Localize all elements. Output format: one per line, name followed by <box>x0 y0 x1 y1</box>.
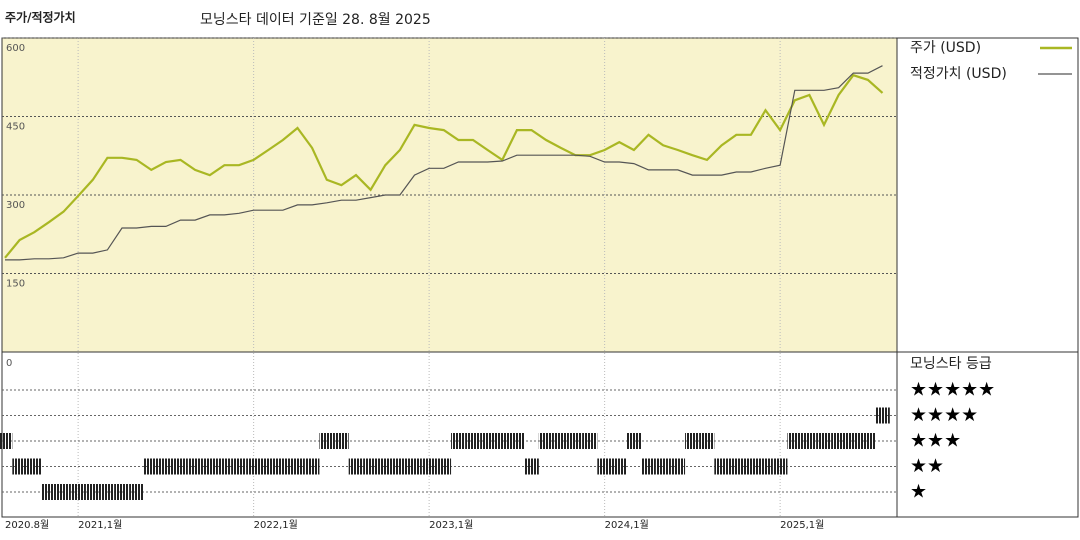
rating-bar <box>758 458 773 475</box>
rating-bar <box>699 433 715 449</box>
rating-bar <box>451 433 466 449</box>
rating-bar <box>743 458 759 475</box>
rating-bar <box>187 458 203 475</box>
x-tick-label: 2022,1월 <box>254 519 298 531</box>
rating-bar <box>816 433 832 449</box>
rating-label: ★ <box>910 481 927 503</box>
rating-bar <box>158 458 174 475</box>
rating-bar <box>509 433 525 449</box>
rating-bar <box>436 458 452 475</box>
rating-bar <box>845 433 861 449</box>
rating-label: ★★★ <box>910 430 961 452</box>
y-tick-label: 450 <box>6 122 25 133</box>
rating-bar <box>626 433 642 449</box>
plot: 2020.8월 2021,1월 2022,1월 2023,1월 2024,1월 2025,… <box>0 37 1072 531</box>
rating-bar <box>231 458 247 475</box>
y-tick-label: 300 <box>6 200 25 211</box>
rating-label: ★★★★ <box>910 404 978 426</box>
chart-title: 주가/적정가치 <box>5 10 76 25</box>
rating-bar <box>582 433 598 449</box>
rating-axis-label: 0 <box>6 358 12 369</box>
rating-bar <box>217 458 232 475</box>
rating-bar <box>56 484 71 500</box>
legend-label: 주가 (USD) <box>910 40 981 56</box>
rating-bar <box>655 458 671 475</box>
rating-bar <box>290 458 305 475</box>
series-line <box>4 73 884 259</box>
rating-bar <box>173 458 188 475</box>
rating-bar <box>348 458 364 475</box>
rating-bar <box>275 458 291 475</box>
rating-bar <box>524 458 539 475</box>
rating-bar <box>875 407 890 424</box>
x-tick-label: 2025,1월 <box>780 519 824 531</box>
x-tick-label: 2024,1월 <box>605 519 649 531</box>
rating-bar <box>246 458 261 475</box>
rating-bar <box>377 458 393 475</box>
rating-bar <box>26 458 42 475</box>
rating-bar <box>641 458 656 475</box>
x-tick-label: 2021,1월 <box>78 519 122 531</box>
rating-bar <box>85 484 101 500</box>
rating-bar <box>494 433 510 449</box>
rating-bar <box>100 484 115 500</box>
rating-bar <box>860 433 876 449</box>
y-tick-label: 600 <box>6 43 25 54</box>
rating-label: ★★★★★ <box>910 379 995 401</box>
rating-bar <box>421 458 437 475</box>
rating-bar <box>597 458 612 475</box>
rating-bar <box>728 458 744 475</box>
rating-bar <box>0 433 13 449</box>
rating-bar <box>772 458 788 475</box>
chart-subtitle: 모닝스타 데이터 기준일 28. 8월 2025 <box>200 12 431 28</box>
rating-bar <box>465 433 481 449</box>
x-tick-label: 2020.8월 <box>5 519 49 531</box>
rating-bar <box>802 433 817 449</box>
rating-bar <box>70 484 86 500</box>
rating-bar <box>538 433 554 449</box>
rating-bar <box>41 484 57 500</box>
rating-bar <box>407 458 422 475</box>
rating-bar <box>143 458 159 475</box>
rating-bar <box>553 433 569 449</box>
rating-title: 모닝스타 등급 <box>910 356 992 372</box>
rating-bar <box>392 458 408 475</box>
rating-bar <box>714 458 729 475</box>
x-tick-label: 2023,1월 <box>429 519 473 531</box>
rating-bar <box>129 484 144 500</box>
rating-bar <box>334 433 349 449</box>
rating-bar <box>670 458 686 475</box>
rating-bar <box>831 433 846 449</box>
rating-bar <box>319 433 335 449</box>
rating-label: ★★ <box>910 455 944 477</box>
rating-bar <box>685 433 700 449</box>
rating-bar <box>202 458 218 475</box>
series-line <box>5 65 883 261</box>
rating-bar <box>12 458 27 475</box>
rating-bar <box>480 433 495 449</box>
y-tick-label: 150 <box>6 279 25 290</box>
rating-bar <box>114 484 130 500</box>
rating-bar <box>568 433 583 449</box>
rating-bar <box>260 458 276 475</box>
rating-bar <box>611 458 627 475</box>
legend-label: 적정가치 (USD) <box>910 66 1007 82</box>
rating-bar <box>787 433 803 449</box>
rating-bar <box>363 458 378 475</box>
rating-bar <box>304 458 320 475</box>
